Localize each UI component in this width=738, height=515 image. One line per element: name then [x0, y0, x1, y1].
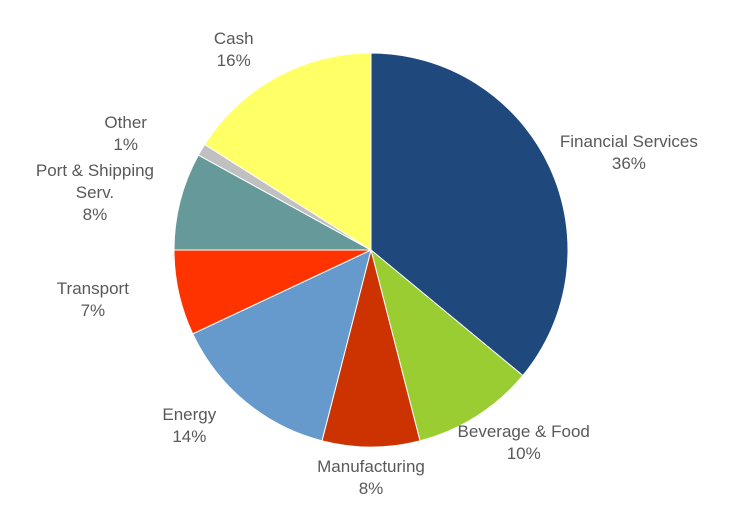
slice-label: Financial Services 36% — [554, 131, 704, 175]
slice-label: Transport 7% — [18, 278, 168, 322]
pie-slice — [370, 248, 524, 442]
value-label: 8% — [358, 479, 384, 498]
value-label: 14% — [172, 426, 207, 446]
slice-label: Cash 16% — [159, 28, 309, 72]
pie-slice — [203, 52, 372, 251]
pie-slice — [192, 249, 372, 442]
category-label: Port & Shipping Serv. — [35, 161, 155, 203]
value-label: 10% — [506, 443, 541, 463]
pie-slice — [173, 154, 372, 251]
category-label: Other — [104, 112, 147, 132]
category-label: Beverage & Food — [457, 421, 590, 441]
category-label: Manufacturing — [317, 457, 425, 476]
slice-label: Manufacturing 8% — [296, 456, 446, 500]
pie-slice — [321, 249, 421, 448]
value-label: 16% — [216, 51, 251, 71]
slice-label: Other 1% — [51, 112, 201, 156]
slice-label: Energy 14% — [114, 404, 264, 448]
category-label: Transport — [56, 278, 129, 298]
pie-slice — [370, 52, 569, 377]
value-label: 1% — [113, 134, 138, 154]
slice-label: Beverage & Food 10% — [449, 421, 599, 465]
category-label: Financial Services — [559, 131, 698, 151]
slice-label: Port & Shipping Serv. 8% — [20, 160, 170, 226]
value-label: 7% — [80, 300, 106, 320]
value-label: 36% — [611, 153, 646, 173]
category-label: Cash — [213, 29, 254, 49]
category-label: Energy — [162, 404, 217, 424]
value-label: 8% — [82, 205, 108, 225]
